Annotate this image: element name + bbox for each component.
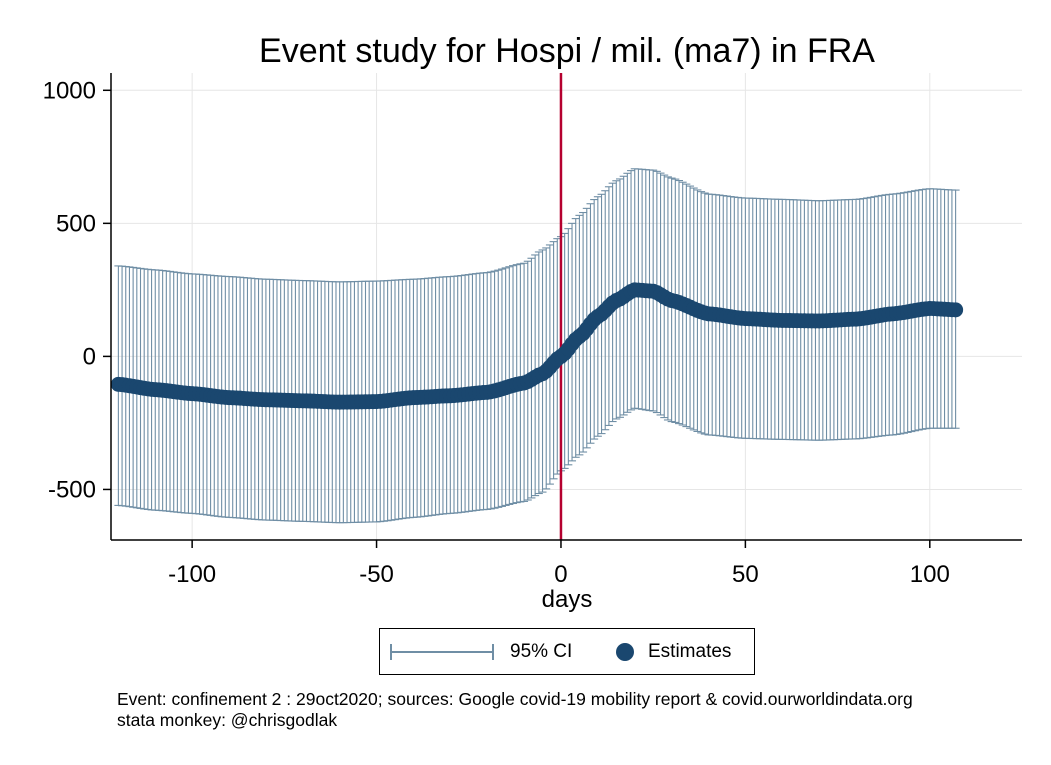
- legend-ci-label: 95% CI: [510, 641, 573, 662]
- y-tick-label: 1000: [43, 77, 96, 104]
- x-tick-label: -50: [359, 561, 394, 588]
- axes: [103, 73, 1022, 548]
- y-tick-label: 0: [83, 343, 96, 370]
- estimate-point: [948, 302, 964, 318]
- ci-swatch-icon: [390, 644, 494, 660]
- x-tick-label: -100: [168, 561, 216, 588]
- x-tick-label: 50: [732, 561, 759, 588]
- confidence-interval-bars: [114, 168, 960, 524]
- note-credit: stata monkey: @chrisgodlak: [117, 710, 338, 730]
- x-tick-label: 0: [554, 561, 567, 588]
- estimate-marker-icon: [616, 643, 634, 661]
- x-tick-label: 100: [910, 561, 950, 588]
- legend-estimates-label: Estimates: [648, 641, 732, 662]
- x-axis-label: days: [542, 586, 593, 613]
- legend-item-ci: 95% CI: [390, 640, 580, 664]
- estimate-points: [110, 282, 964, 410]
- legend-item-estimates: Estimates: [616, 640, 756, 664]
- y-tick-label: 500: [56, 210, 96, 237]
- legend: 95% CI Estimates: [379, 628, 755, 675]
- y-tick-label: -500: [48, 476, 96, 503]
- note-source: Event: confinement 2 : 29oct2020; source…: [117, 689, 913, 709]
- chart-title: Event study for Hospi / mil. (ma7) in FR…: [259, 32, 875, 70]
